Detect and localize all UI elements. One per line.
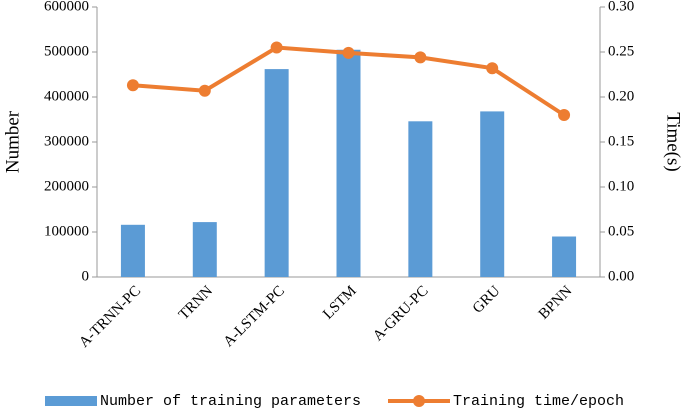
y-tick-label: 100000: [44, 223, 89, 239]
bar: [192, 222, 217, 277]
y-tick-label: 500000: [44, 43, 89, 59]
line-marker: [198, 84, 211, 97]
line-marker: [126, 79, 139, 92]
bar: [552, 236, 577, 277]
y2-axis-title: Time(s): [663, 112, 684, 171]
legend-swatch: [45, 396, 97, 406]
y2-tick-label: 0.25: [608, 43, 634, 59]
bar: [120, 224, 145, 277]
y2-tick-label: 0.00: [608, 268, 634, 284]
y-tick-label: 0: [82, 268, 90, 284]
legend-label: Training time/epoch: [453, 393, 624, 410]
y2-tick-label: 0.15: [608, 133, 634, 149]
y2-tick-label: 0.10: [608, 178, 634, 194]
bar: [264, 69, 289, 277]
y2-tick-label: 0.20: [608, 88, 634, 104]
x-tick-label: TRNN: [176, 283, 216, 323]
line-marker: [558, 109, 571, 121]
line-marker: [342, 46, 355, 59]
bar: [408, 121, 433, 277]
x-tick-label: A-GRU-PC: [370, 283, 431, 344]
legend-marker: [413, 395, 425, 407]
line-marker: [414, 51, 427, 64]
y-tick-label: 600000: [44, 0, 89, 14]
x-tick-label: LSTM: [320, 283, 360, 323]
x-tick-label: A-LSTM-PC: [221, 283, 288, 350]
y2-tick-label: 0.05: [608, 223, 634, 239]
x-tick-label: A-TRNN-PC: [76, 283, 144, 351]
legend-label: Number of training parameters: [100, 393, 361, 410]
y2-tick-label: 0.30: [608, 0, 634, 14]
x-tick-label: BPNN: [536, 283, 576, 323]
y-tick-label: 300000: [44, 133, 89, 149]
y-tick-label: 200000: [44, 178, 89, 194]
bar: [336, 49, 361, 277]
bar: [480, 111, 505, 278]
y-tick-label: 400000: [44, 88, 89, 104]
line-marker: [270, 41, 283, 54]
x-tick-label: GRU: [470, 283, 504, 317]
y-axis-title: Number: [2, 110, 23, 173]
line-marker: [486, 62, 499, 75]
